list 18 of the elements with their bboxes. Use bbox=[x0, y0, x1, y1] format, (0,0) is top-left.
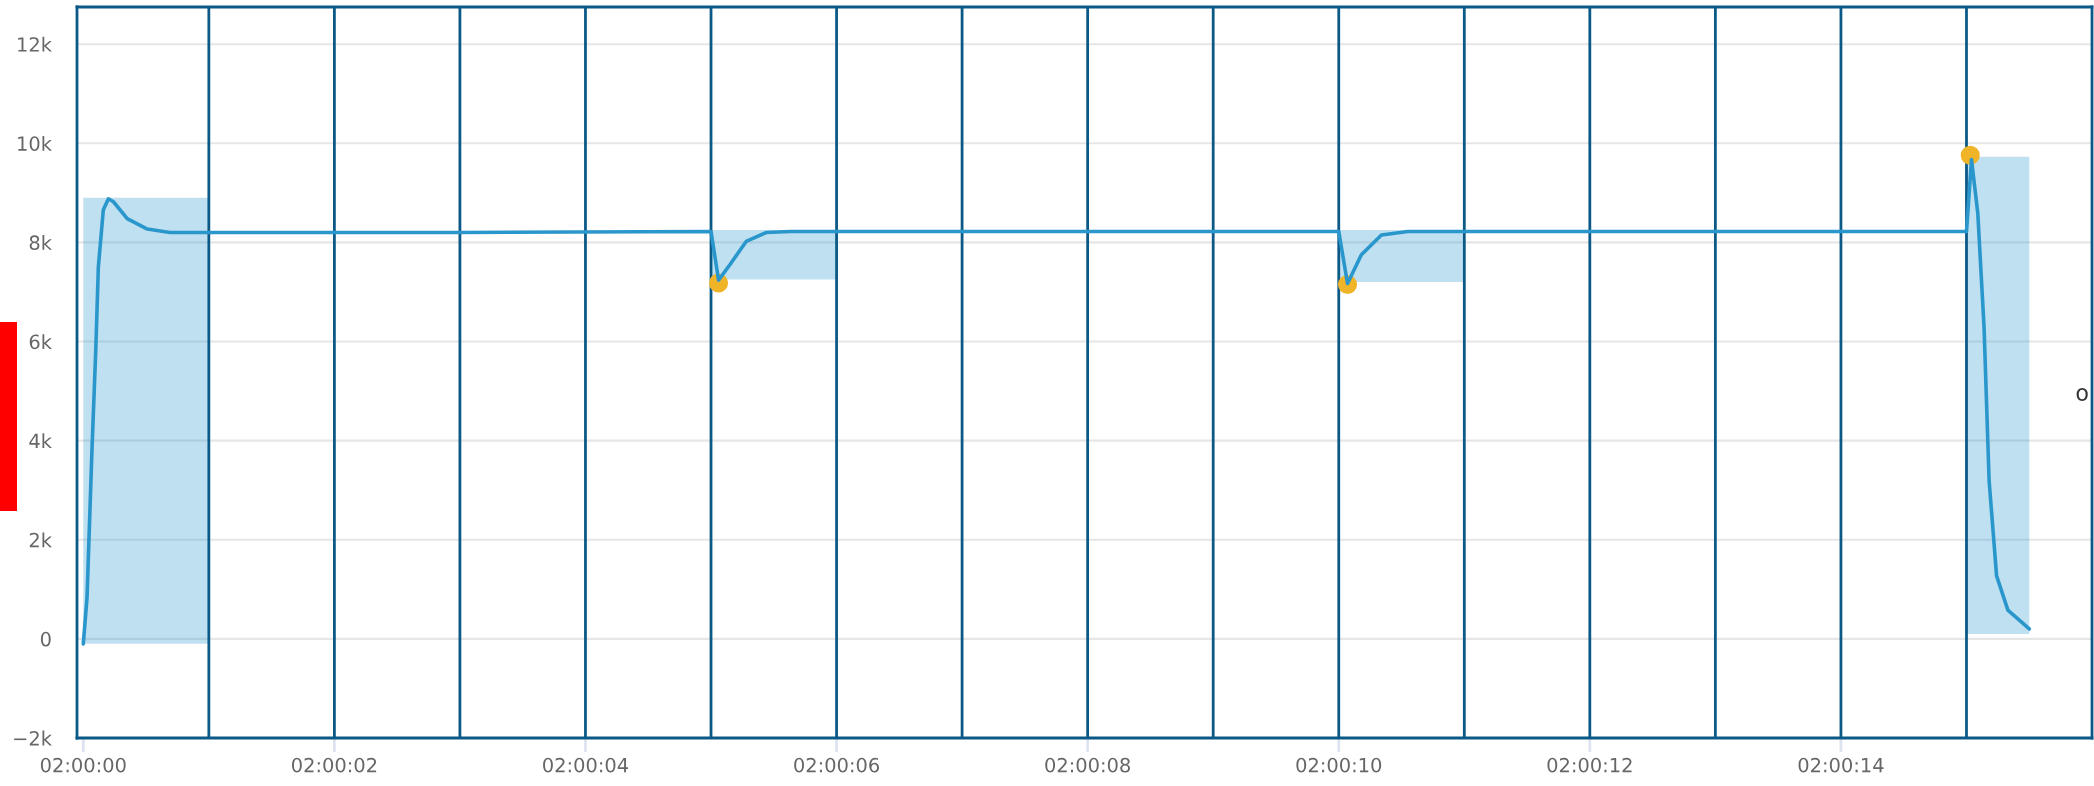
y-tick-label: 12k bbox=[18, 36, 52, 52]
y-tick-label: −2k bbox=[14, 730, 52, 746]
x-tick-label: 02:00:14 bbox=[1798, 757, 1884, 773]
x-tick-label: 02:00:12 bbox=[1547, 757, 1632, 773]
x-tick-label: 02:00:04 bbox=[543, 757, 629, 773]
y-tick-label: 4k bbox=[29, 433, 52, 449]
x-tick-label: 02:00:08 bbox=[1045, 757, 1130, 773]
x-tick-label: 02:00:02 bbox=[292, 757, 377, 773]
x-tick-label: 02:00:00 bbox=[40, 757, 126, 773]
y-tick-label: 2k bbox=[29, 532, 52, 548]
x-tick-label: 02:00:10 bbox=[1296, 757, 1382, 773]
x-tick-label: 02:00:06 bbox=[794, 757, 880, 773]
annotation: o bbox=[2076, 388, 2088, 401]
y-tick-label: 6k bbox=[29, 334, 52, 350]
y-tick-label: 0 bbox=[40, 631, 51, 647]
y-tick-label: 10k bbox=[18, 135, 52, 151]
point bbox=[1960, 145, 1980, 165]
y-tick-label: 8k bbox=[29, 235, 52, 251]
